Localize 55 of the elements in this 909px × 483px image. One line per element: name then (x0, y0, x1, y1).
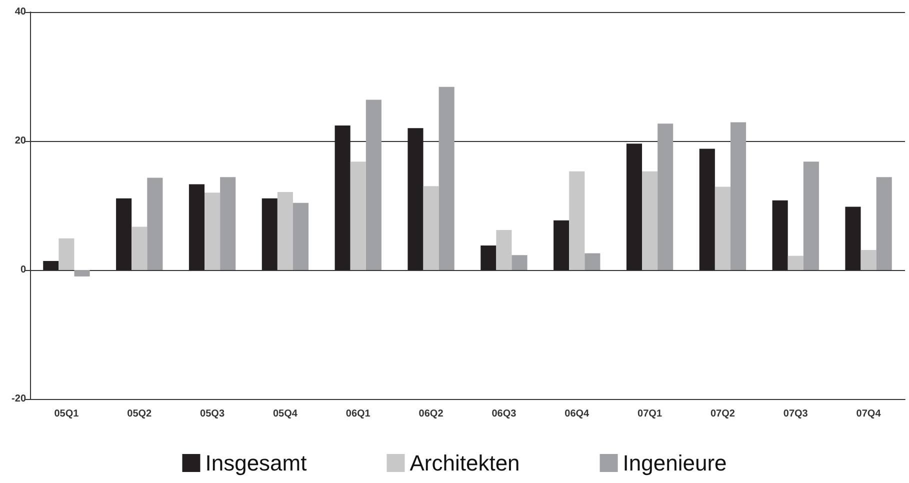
bar (277, 192, 293, 270)
bar (188, 184, 205, 270)
x-tick-label: 05Q3 (200, 408, 225, 420)
bar (512, 255, 528, 270)
bar (584, 253, 600, 270)
bar (845, 206, 861, 270)
bar (132, 226, 148, 270)
bar (772, 200, 788, 270)
bar (43, 260, 59, 270)
y-tick-label: 40 (14, 6, 26, 18)
bar (220, 177, 236, 270)
x-tick-label: 05Q1 (54, 408, 80, 420)
bar (788, 256, 804, 270)
x-tick-label: 07Q4 (856, 408, 882, 420)
bar (366, 100, 382, 270)
y-tick-label: -20 (12, 394, 26, 404)
x-tick-label: 05Q4 (272, 408, 298, 420)
y-tick-label: 20 (14, 136, 26, 146)
bar (262, 198, 278, 270)
bar (116, 198, 132, 270)
bar (658, 124, 674, 270)
bar (438, 86, 454, 270)
bar (699, 148, 715, 270)
x-tick-label: 06Q2 (418, 408, 444, 420)
x-tick-label: 06Q1 (346, 408, 371, 420)
bar (803, 162, 819, 270)
y-tick-label: 0 (20, 264, 26, 276)
bar (74, 270, 90, 276)
bar (204, 192, 220, 270)
x-tick-label: 06Q4 (564, 408, 590, 420)
bar (730, 122, 746, 270)
x-tick-label: 07Q1 (638, 408, 662, 420)
legend-label: Insgesamt (205, 450, 307, 476)
bar (554, 220, 570, 270)
bar (350, 162, 366, 270)
bar (408, 128, 424, 270)
bar (714, 186, 730, 270)
x-tick-label: 07Q3 (783, 408, 808, 420)
x-tick-label: 06Q3 (492, 408, 517, 420)
bar (876, 177, 892, 270)
legend-label: Architekten (410, 450, 520, 476)
bar (626, 144, 642, 270)
x-tick-label: 07Q2 (710, 408, 736, 420)
x-tick-label: 05Q2 (127, 408, 152, 420)
bar (860, 250, 876, 270)
bar (292, 202, 309, 270)
bar (480, 245, 496, 270)
bar (334, 126, 350, 270)
bar (569, 171, 585, 270)
bar (58, 238, 74, 270)
bar (496, 230, 512, 270)
bar (642, 171, 658, 270)
legend-label: Ingenieure (622, 450, 727, 476)
bar (423, 186, 439, 270)
bar (147, 178, 163, 270)
